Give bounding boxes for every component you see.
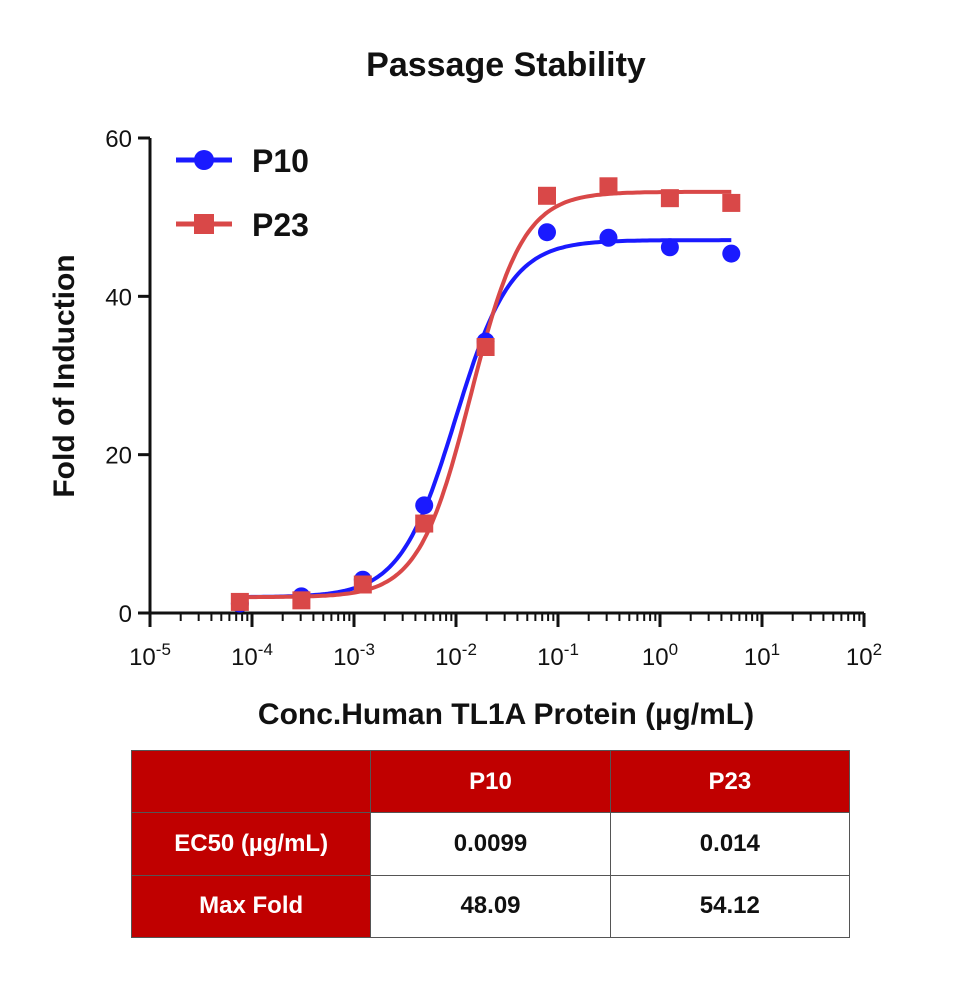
legend-marker-p10 [194, 150, 214, 170]
y-tick-label: 0 [119, 601, 132, 628]
point-p23 [353, 575, 372, 594]
table-header-empty [130, 749, 372, 814]
point-p23 [599, 177, 618, 196]
x-tick-label: 10-2 [435, 640, 477, 671]
table-row: EC50 (µg/mL) 0.0099 0.014 [130, 812, 851, 876]
x-tick-label: 101 [744, 640, 780, 671]
x-tick-label: 10-1 [537, 640, 579, 671]
table-header-p10: P10 [370, 749, 611, 814]
table-row: Max Fold 48.09 54.12 [130, 874, 851, 939]
chart-title: Passage Stability [366, 46, 646, 84]
point-p23 [660, 189, 679, 208]
summary-table: P10 P23 EC50 (µg/mL) 0.0099 0.014 Max Fo… [130, 749, 851, 939]
x-tick-label: 10-5 [129, 640, 171, 671]
point-p23 [476, 338, 495, 356]
x-tick-label: 10-4 [231, 640, 273, 671]
point-p10 [660, 238, 679, 257]
point-p23 [230, 592, 249, 611]
max-fold-p10-value: 48.09 [370, 874, 611, 939]
fit-curve-p10 [236, 238, 732, 599]
y-tick-label: 20 [105, 443, 132, 470]
chart: Passage Stability Conc.Human TL1A Protei… [48, 46, 882, 731]
point-p23 [537, 186, 556, 205]
legend: P10 P23 [176, 143, 309, 243]
ec50-p10-value: 0.0099 [370, 812, 611, 876]
x-tick-label: 10-3 [333, 640, 375, 671]
point-p10 [415, 496, 434, 515]
fit-curve-p23 [236, 189, 732, 600]
legend-label-p23: P23 [252, 207, 309, 243]
point-p23 [292, 591, 311, 610]
ec50-p23-value: 0.014 [609, 812, 851, 876]
y-tick-label: 40 [105, 284, 132, 311]
row-label-max-fold: Max Fold [130, 874, 372, 939]
x-axis-label: Conc.Human TL1A Protein (µg/mL) [258, 698, 754, 731]
table-header-row: P10 P23 [130, 749, 851, 814]
x-tick-label: 100 [642, 640, 678, 671]
point-p10 [537, 223, 556, 242]
y-tick-label: 60 [105, 126, 132, 153]
max-fold-p23-value: 54.12 [609, 874, 851, 939]
row-label-ec50: EC50 (µg/mL) [130, 812, 372, 876]
legend-marker-p23 [194, 214, 214, 234]
data-points [230, 177, 741, 613]
fit-curves [236, 189, 732, 600]
point-p10 [599, 228, 618, 247]
y-axis-label: Fold of Induction [48, 254, 81, 497]
point-p10 [722, 244, 741, 263]
table-header-p23: P23 [609, 749, 851, 814]
point-p23 [415, 514, 434, 533]
x-tick-label: 102 [846, 640, 882, 671]
axes: 0 20 40 60 10-5 10-4 10-3 10-2 10-1 100 101 102 [105, 126, 882, 671]
legend-label-p10: P10 [252, 143, 309, 179]
point-p23 [722, 193, 741, 212]
